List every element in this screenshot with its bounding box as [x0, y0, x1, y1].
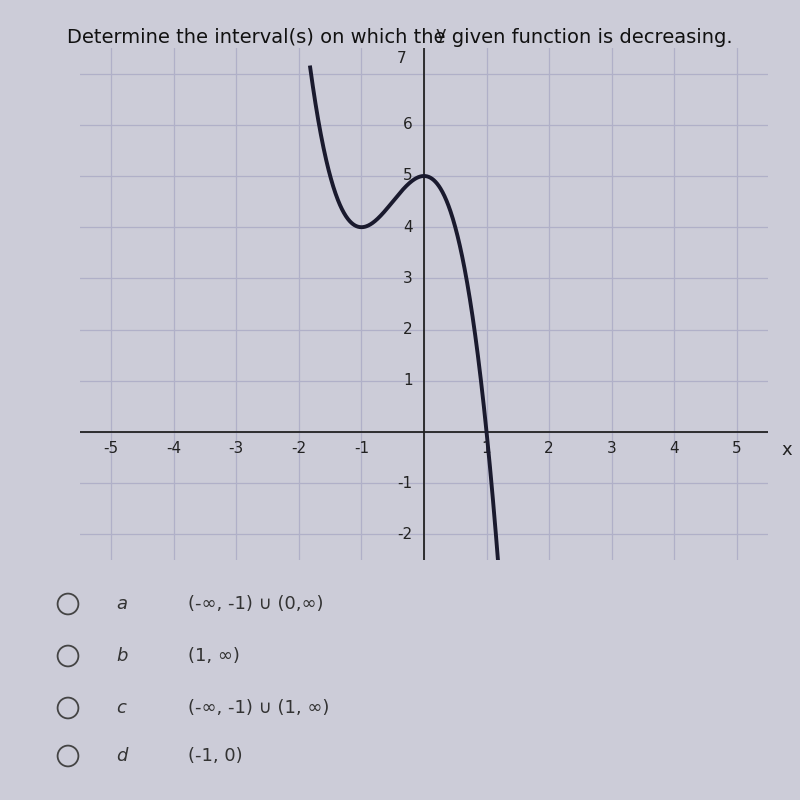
Text: c: c: [116, 699, 126, 717]
Text: 1: 1: [482, 442, 491, 456]
Text: (-∞, -1) ∪ (0,∞): (-∞, -1) ∪ (0,∞): [188, 595, 323, 613]
Text: -2: -2: [291, 442, 306, 456]
Text: 1: 1: [403, 374, 413, 388]
Text: d: d: [116, 747, 127, 765]
Text: 6: 6: [403, 118, 413, 132]
Text: (-1, 0): (-1, 0): [188, 747, 242, 765]
Text: -4: -4: [166, 442, 182, 456]
Text: -1: -1: [354, 442, 369, 456]
Text: (-∞, -1) ∪ (1, ∞): (-∞, -1) ∪ (1, ∞): [188, 699, 330, 717]
Text: 3: 3: [606, 442, 617, 456]
Text: Determine the interval(s) on which the given function is decreasing.: Determine the interval(s) on which the g…: [67, 28, 733, 47]
Text: -3: -3: [229, 442, 244, 456]
Text: 2: 2: [544, 442, 554, 456]
Text: 2: 2: [403, 322, 413, 337]
Text: -1: -1: [398, 476, 413, 490]
Text: 3: 3: [403, 271, 413, 286]
Text: 7: 7: [397, 50, 406, 66]
Text: x: x: [782, 442, 792, 459]
Text: a: a: [116, 595, 127, 613]
Text: 4: 4: [670, 442, 679, 456]
Text: -5: -5: [104, 442, 119, 456]
Text: -2: -2: [398, 527, 413, 542]
Text: 5: 5: [403, 169, 413, 183]
Text: y: y: [435, 25, 446, 43]
Text: 5: 5: [732, 442, 742, 456]
Text: (1, ∞): (1, ∞): [188, 647, 240, 665]
Text: b: b: [116, 647, 127, 665]
Text: 4: 4: [403, 220, 413, 234]
